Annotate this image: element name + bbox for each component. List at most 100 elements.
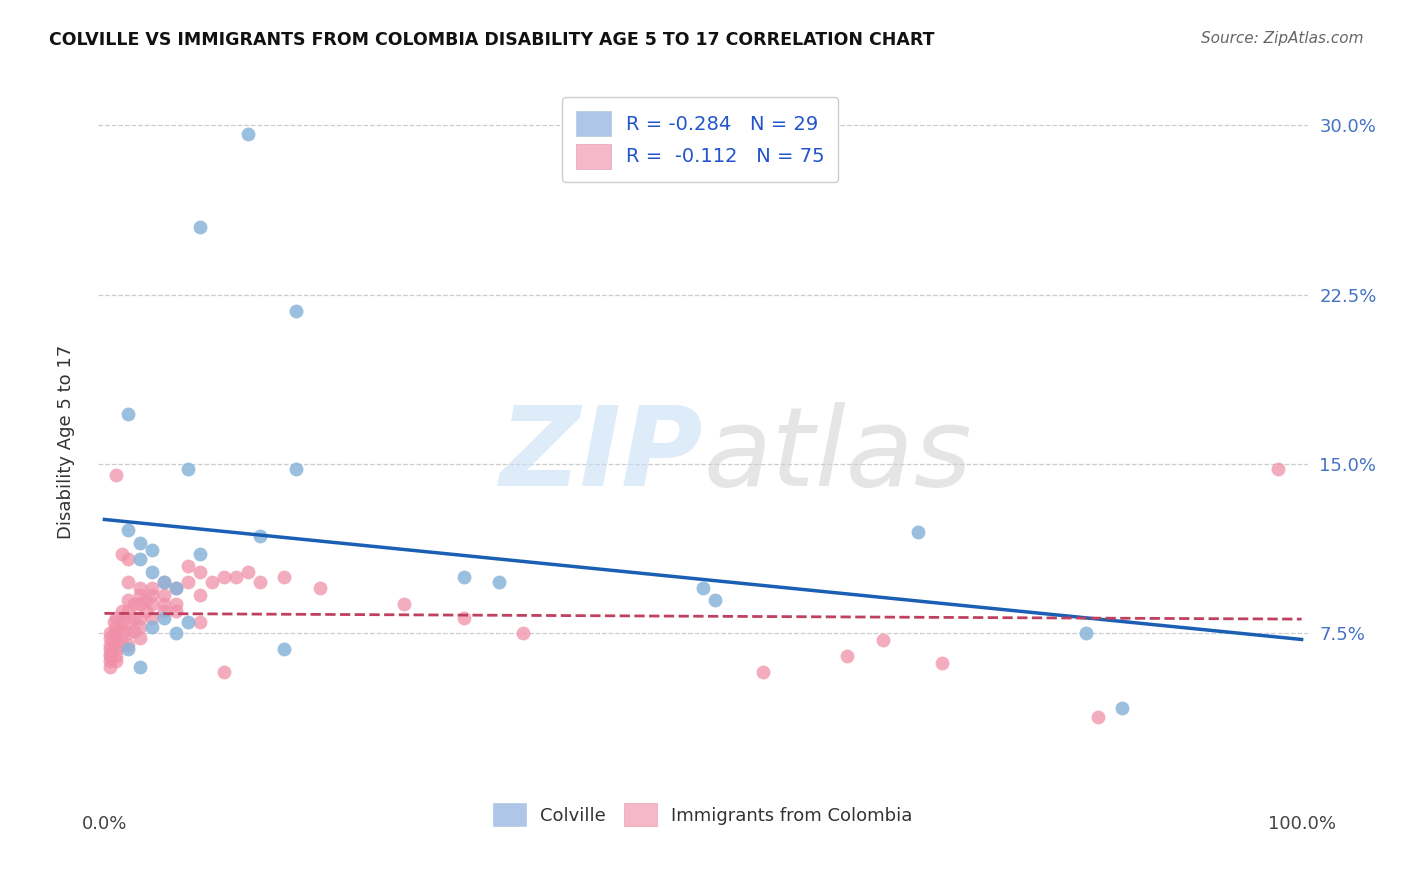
Text: Source: ZipAtlas.com: Source: ZipAtlas.com <box>1201 31 1364 46</box>
Point <box>141 582 163 596</box>
Point <box>177 558 200 573</box>
Point <box>141 542 163 557</box>
Point <box>931 656 953 670</box>
Point <box>111 615 134 630</box>
Point <box>117 626 139 640</box>
Point <box>103 615 125 630</box>
Point <box>153 610 176 624</box>
Point <box>105 468 128 483</box>
Point <box>153 574 176 589</box>
Point <box>236 566 259 580</box>
Point <box>117 408 139 422</box>
Point <box>129 552 152 566</box>
Point <box>188 548 211 562</box>
Point <box>212 570 235 584</box>
Point <box>309 582 332 596</box>
Point <box>188 588 211 602</box>
Point <box>117 574 139 589</box>
Point <box>188 566 211 580</box>
Point <box>105 626 128 640</box>
Point <box>100 647 122 661</box>
Text: atlas: atlas <box>703 402 972 509</box>
Point <box>100 660 122 674</box>
Point <box>1087 710 1109 724</box>
Point <box>105 633 128 648</box>
Point <box>153 604 176 618</box>
Point <box>165 626 187 640</box>
Point <box>212 665 235 679</box>
Point <box>249 574 271 589</box>
Point <box>201 574 224 589</box>
Point <box>188 615 211 630</box>
Point <box>111 638 134 652</box>
Point <box>141 620 163 634</box>
Point <box>236 128 259 142</box>
Point <box>129 631 152 645</box>
Point <box>141 588 163 602</box>
Point <box>488 574 510 589</box>
Point <box>100 626 122 640</box>
Point <box>392 597 415 611</box>
Point <box>453 610 475 624</box>
Point <box>111 604 134 618</box>
Point <box>273 570 295 584</box>
Point <box>100 638 122 652</box>
Point <box>225 570 247 584</box>
Point <box>1267 461 1289 475</box>
Point <box>165 597 187 611</box>
Point <box>141 610 163 624</box>
Point <box>105 648 128 663</box>
Point <box>129 582 152 596</box>
Point <box>129 610 152 624</box>
Point <box>117 604 139 618</box>
Point <box>129 588 152 602</box>
Point <box>117 638 139 652</box>
Text: ZIP: ZIP <box>499 402 703 509</box>
Point <box>692 582 714 596</box>
Point <box>512 626 534 640</box>
Point <box>153 597 176 611</box>
Point <box>135 604 157 618</box>
Point <box>103 638 125 652</box>
Point <box>124 610 146 624</box>
Point <box>273 642 295 657</box>
Point <box>129 536 152 550</box>
Point <box>100 648 122 663</box>
Point <box>129 597 152 611</box>
Point <box>141 597 163 611</box>
Point <box>165 604 187 618</box>
Point <box>188 220 211 235</box>
Point <box>835 648 858 663</box>
Point <box>907 524 929 539</box>
Point <box>752 665 775 679</box>
Point <box>165 582 187 596</box>
Point <box>124 624 146 639</box>
Point <box>100 631 122 645</box>
Point <box>105 642 128 657</box>
Point <box>177 461 200 475</box>
Legend: Colville, Immigrants from Colombia: Colville, Immigrants from Colombia <box>486 796 920 833</box>
Point <box>1074 626 1097 640</box>
Point <box>117 615 139 630</box>
Point <box>100 642 122 657</box>
Point <box>117 642 139 657</box>
Point <box>872 633 894 648</box>
Point <box>249 529 271 543</box>
Point <box>111 626 134 640</box>
Point <box>704 592 727 607</box>
Point <box>284 303 307 318</box>
Point <box>453 570 475 584</box>
Point <box>105 610 128 624</box>
Point <box>100 654 122 668</box>
Point <box>153 588 176 602</box>
Point <box>165 582 187 596</box>
Point <box>135 592 157 607</box>
Point <box>124 597 146 611</box>
Text: COLVILLE VS IMMIGRANTS FROM COLOMBIA DISABILITY AGE 5 TO 17 CORRELATION CHART: COLVILLE VS IMMIGRANTS FROM COLOMBIA DIS… <box>49 31 935 49</box>
Point <box>105 620 128 634</box>
Point <box>153 574 176 589</box>
Point <box>129 660 152 674</box>
Point <box>284 461 307 475</box>
Point <box>103 626 125 640</box>
Point <box>177 615 200 630</box>
